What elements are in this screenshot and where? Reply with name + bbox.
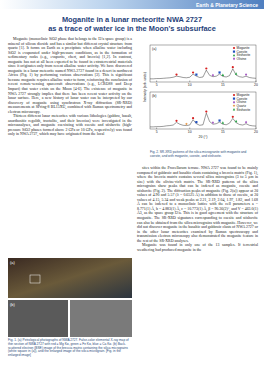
section-label: Earth & Planetary Science xyxy=(196,2,258,8)
peak-marker xyxy=(205,67,207,69)
panel-label: (a) xyxy=(10,260,16,265)
text-column: sites within the Procellarum terrane. NW… xyxy=(137,166,258,252)
x-tick xyxy=(156,81,157,83)
y-axis-label: Intensity (arb. units) xyxy=(143,72,147,102)
peak-marker xyxy=(185,123,188,126)
legend-marker xyxy=(233,51,235,53)
photo xyxy=(70,300,132,337)
legend-marker xyxy=(233,47,235,49)
peak-marker xyxy=(232,66,234,68)
peak-marker xyxy=(175,120,177,122)
legend-marker xyxy=(233,54,235,56)
paragraph: Moganite (monoclinic SiO2 phase that bel… xyxy=(8,37,132,114)
inset-box xyxy=(30,275,40,283)
chart: 5101520(b)2θ (°)MoganiteCoesiteOlivineQu… xyxy=(150,92,258,139)
peak-marker xyxy=(235,120,237,122)
x-tick xyxy=(156,128,157,130)
photo xyxy=(8,258,132,298)
x-tick xyxy=(256,81,257,83)
peak-marker xyxy=(195,74,197,76)
legend-label: Stishovite xyxy=(237,108,251,112)
peak-marker xyxy=(175,74,177,76)
caption: Fig. 1. (a) Petrological photographs of … xyxy=(8,339,132,358)
plot-area xyxy=(150,66,256,79)
peak-marker xyxy=(222,74,224,76)
x-tick-label: 5 xyxy=(156,83,158,87)
peak-marker xyxy=(218,119,220,121)
panel-title: (a) xyxy=(152,47,156,51)
peak-marker xyxy=(205,110,207,112)
x-tick xyxy=(189,128,190,130)
x-axis-label: 2θ (°) xyxy=(199,135,208,139)
peak-marker xyxy=(192,117,194,119)
figure-layer: (a) (b) 5 10 15 20 (a) Intensity (arb. units) Mo… xyxy=(0,0,264,373)
x-tick xyxy=(256,128,257,130)
text-column: Moganite (monoclinic SiO2 phase that bel… xyxy=(8,37,132,137)
legend-marker xyxy=(233,101,235,104)
plot-frame xyxy=(150,45,256,82)
legend-label: Olivine xyxy=(237,57,247,61)
x-tick xyxy=(222,128,223,130)
peak-marker xyxy=(195,121,197,123)
xrd-trace xyxy=(150,69,256,79)
photo xyxy=(8,300,68,337)
x-tick-label: 15 xyxy=(221,83,225,87)
x-tick-label: 20 xyxy=(254,130,258,134)
panel-label: (b) xyxy=(10,302,16,307)
x-tick-label: 5 xyxy=(156,130,158,134)
legend-marker xyxy=(233,98,235,100)
paragraph: sites within the Procellarum terrane. NW… xyxy=(137,166,258,243)
peak-marker xyxy=(192,71,194,73)
x-tick-label: 15 xyxy=(221,130,225,134)
peak-marker xyxy=(222,121,224,123)
paragraph: Thirteen different lunar meteorites with… xyxy=(8,114,132,137)
legend-marker xyxy=(233,104,236,107)
legend-marker xyxy=(233,94,235,96)
chart: 5101520(a)Intensity (arb. units)Moganite… xyxy=(143,45,258,102)
x-tick-label: 10 xyxy=(188,83,192,87)
title: Moganite in a lunar meteorite NWA 2727 xyxy=(0,15,264,24)
peak-marker xyxy=(218,71,220,73)
plot-area xyxy=(150,110,256,126)
legend-marker xyxy=(233,108,235,110)
x-tick-label: 20 xyxy=(254,83,258,87)
legend-marker xyxy=(233,57,235,60)
caption: Fig. 2. SR-XRD patterns of the silica mi… xyxy=(150,151,256,159)
peak-marker xyxy=(212,121,214,124)
peak-marker xyxy=(232,116,234,118)
panel-title: (b) xyxy=(152,94,156,98)
peak-marker xyxy=(245,73,247,76)
peak-marker xyxy=(212,74,214,77)
title: as a trace of water ice in the Moon's su… xyxy=(0,24,264,33)
peak-marker xyxy=(245,121,247,124)
x-tick-label: 10 xyxy=(188,130,192,134)
plot-frame xyxy=(150,92,256,129)
x-tick xyxy=(189,81,190,83)
x-tick xyxy=(222,81,223,83)
paragraph: Moganite was found in only one of the 13… xyxy=(137,243,258,252)
xrd-trace xyxy=(150,113,256,127)
peak-marker xyxy=(235,72,237,74)
page: Earth & Planetary Science Moganite in a l… xyxy=(0,0,264,373)
